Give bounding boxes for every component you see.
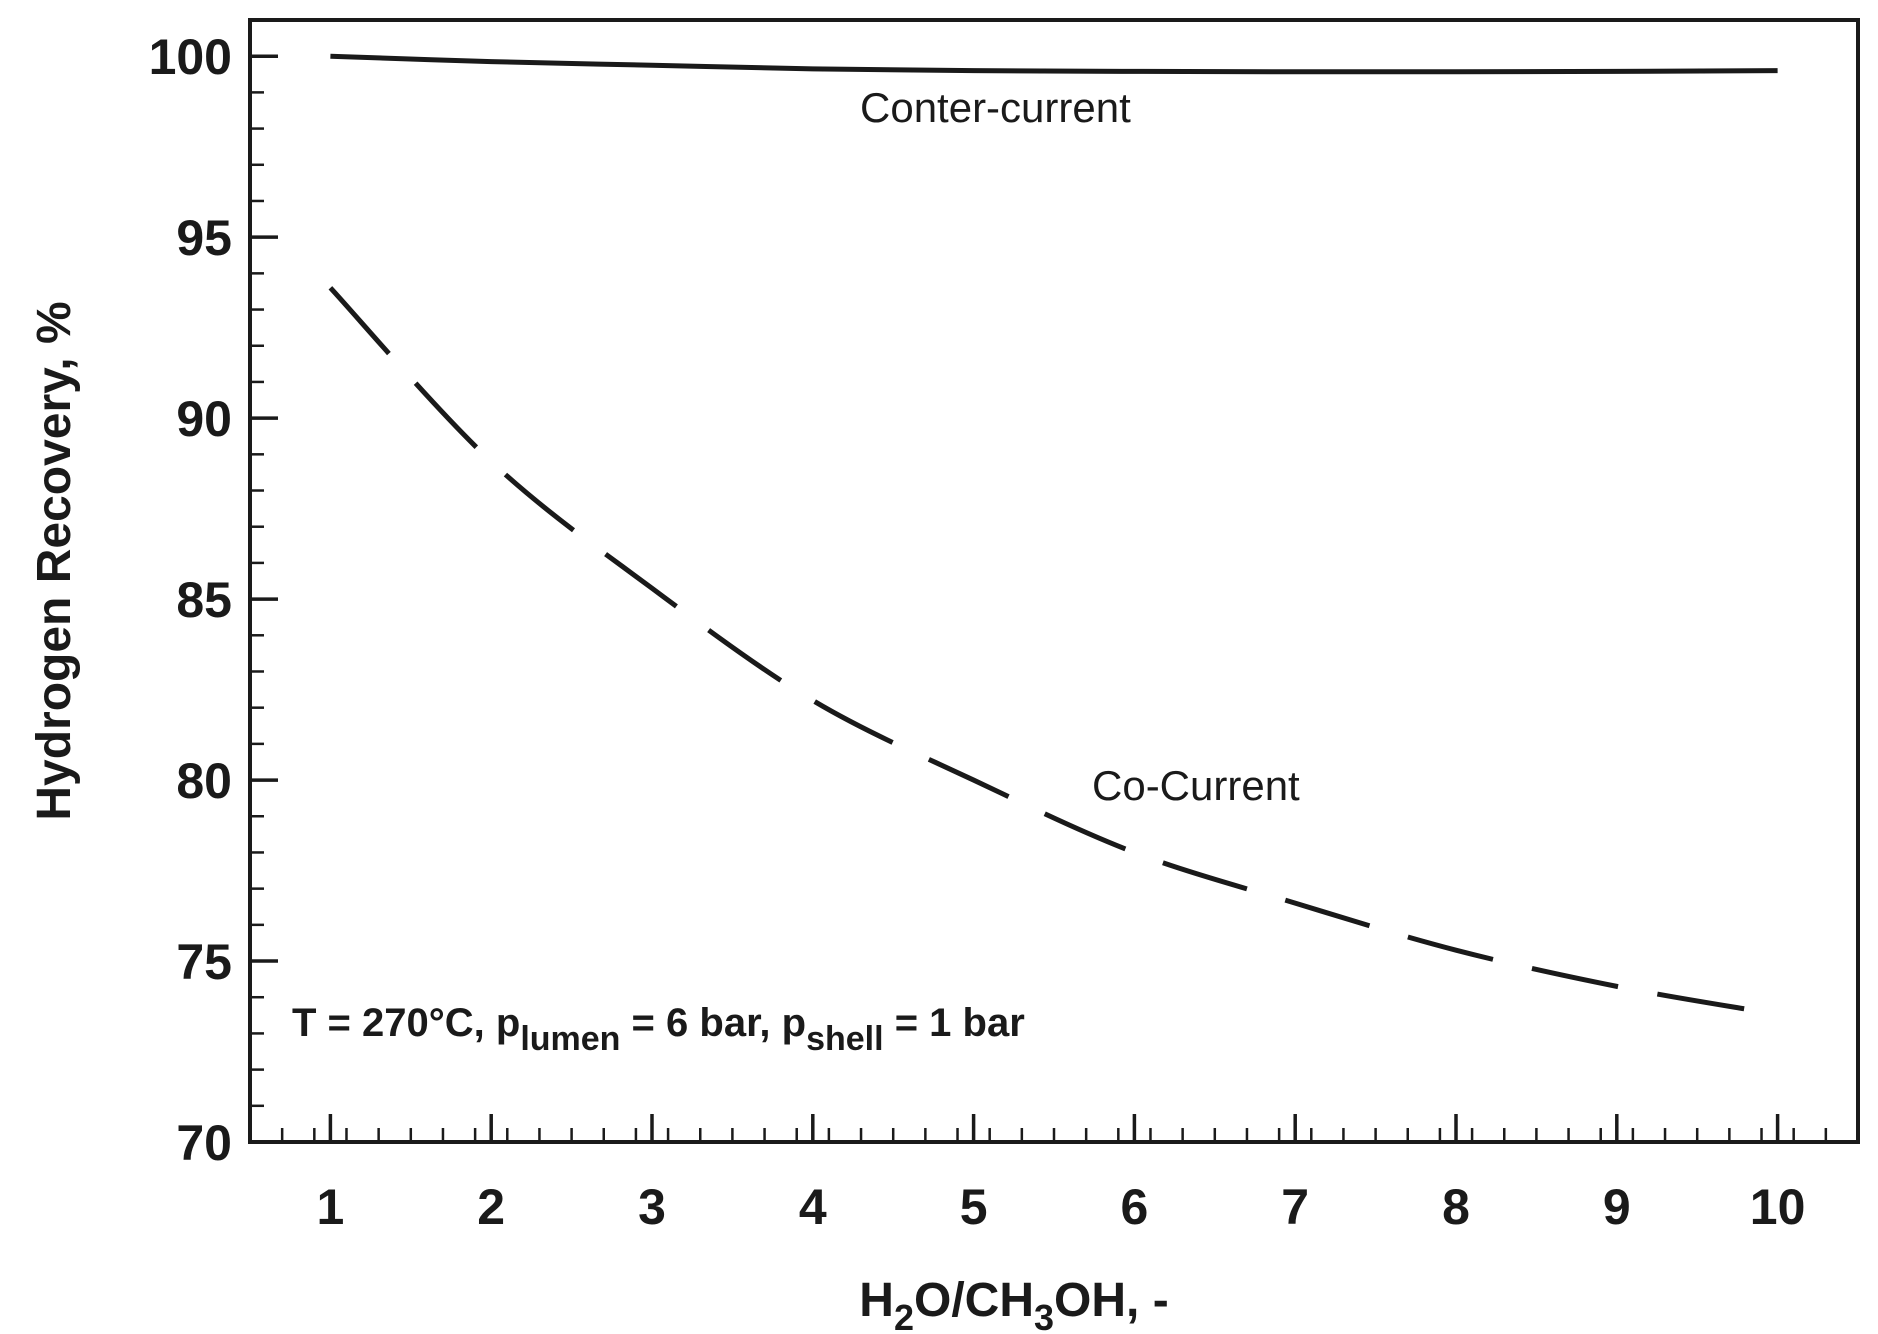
chart-text: Conter-current Co-Current T = 270°C, plume… (28, 84, 1300, 1334)
x-tick-label: 7 (1281, 1179, 1309, 1235)
y-tick-label: 95 (176, 210, 232, 266)
x-tick-label: 1 (316, 1179, 344, 1235)
y-tick-label: 85 (176, 572, 232, 628)
y-axis-title: Hydrogen Recovery, % (28, 301, 81, 820)
x-tick-label: 9 (1603, 1179, 1631, 1235)
x-axis-title: H2O/CH3OH, - (859, 1274, 1168, 1334)
y-tick-label: 90 (176, 391, 232, 447)
series-label: Conter-current (860, 84, 1131, 131)
y-tick-label: 80 (176, 753, 232, 809)
x-tick-label: 10 (1750, 1179, 1806, 1235)
x-tick-label: 6 (1120, 1179, 1148, 1235)
series-lines (328, 53, 1778, 1015)
y-tick-label: 70 (176, 1115, 232, 1171)
y-tick-label: 75 (176, 934, 232, 990)
conditions-annotation: T = 270°C, plumen = 6 bar, pshell = 1 ba… (292, 1001, 1025, 1058)
y-tick-label: 100 (149, 29, 232, 85)
x-tick-label: 2 (477, 1179, 505, 1235)
series-line-co-current (328, 286, 1762, 1015)
plot-frame (248, 18, 1860, 1144)
x-tick-label: 8 (1442, 1179, 1470, 1235)
x-tick-label: 3 (638, 1179, 666, 1235)
x-tick-label: 4 (799, 1179, 827, 1235)
series-line-conter-current (330, 53, 1778, 75)
plot-area (248, 18, 1860, 1144)
series-label: Co-Current (1092, 762, 1300, 809)
x-tick-label: 5 (960, 1179, 988, 1235)
axes: 70 75 80 85 90 95 100 1 2 3 4 5 6 7 8 9 10 (149, 29, 1828, 1235)
